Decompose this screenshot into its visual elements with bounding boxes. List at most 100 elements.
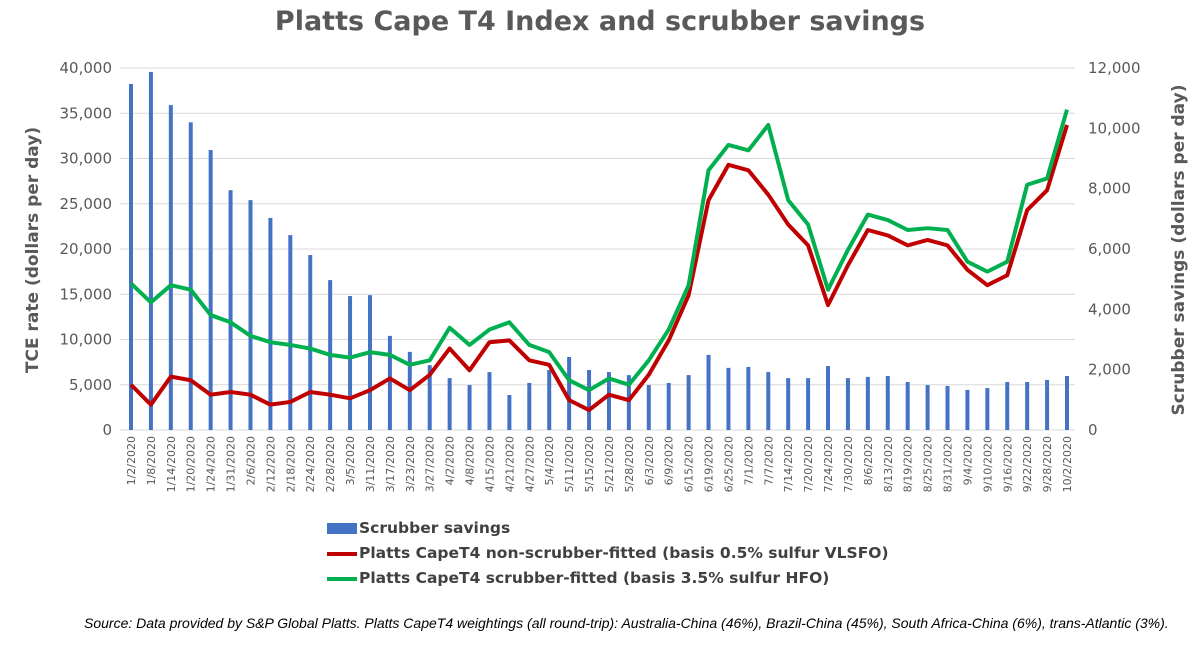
bar (646, 385, 651, 430)
x-tick-label: 8/13/2020 (882, 436, 895, 492)
legend: Scrubber savings Platts CapeT4 non-scrub… (327, 516, 889, 591)
x-tick-label: 5/11/2020 (563, 436, 576, 492)
legend-item-non-scrubber: Platts CapeT4 non-scrubber-fitted (basis… (327, 541, 889, 566)
bar (288, 235, 293, 430)
y-tick-label: 35,000 (60, 104, 113, 122)
bar (686, 375, 691, 430)
bar (188, 122, 193, 431)
y2-tick-label: 4,000 (1088, 300, 1131, 318)
y2-tick-label: 12,000 (1088, 59, 1141, 77)
bar (606, 372, 611, 430)
x-tick-label: 5/4/2020 (543, 436, 556, 485)
x-tick-label: 7/1/2020 (742, 436, 755, 485)
x-tick-label: 1/2/2020 (125, 436, 138, 485)
x-tick-label: 3/27/2020 (424, 436, 437, 492)
x-tick-label: 8/25/2020 (922, 436, 935, 492)
x-tick-label: 10/2/2020 (1061, 436, 1074, 492)
y-axis-label: TCE rate (dollars per day) (23, 127, 43, 373)
y-tick-label: 40,000 (60, 59, 113, 77)
bar (845, 378, 850, 430)
bar (527, 382, 532, 430)
x-tick-label: 3/17/2020 (384, 436, 397, 492)
x-tick-label: 8/31/2020 (942, 436, 955, 492)
legend-label: Platts CapeT4 non-scrubber-fitted (basis… (359, 544, 889, 562)
series-line (129, 124, 1069, 413)
bar (168, 105, 173, 430)
bar (567, 356, 572, 430)
x-tick-label: 6/9/2020 (663, 436, 676, 485)
x-tick-label: 1/24/2020 (205, 436, 218, 492)
x-tick-label: 8/19/2020 (902, 436, 915, 492)
x-tick-label: 5/21/2020 (603, 436, 616, 492)
x-tick-label: 2/18/2020 (284, 436, 297, 492)
x-tick-label: 7/20/2020 (802, 436, 815, 492)
x-tick-label: 1/31/2020 (225, 436, 238, 492)
bar (507, 395, 512, 430)
x-tick-label: 2/24/2020 (304, 436, 317, 492)
y-tick-label: 15,000 (60, 285, 113, 303)
source-note: Source: Data provided by S&P Global Plat… (84, 615, 1169, 631)
bar (985, 388, 990, 430)
x-tick-label: 1/14/2020 (165, 436, 178, 492)
x-tick-label: 4/21/2020 (503, 436, 516, 492)
bar (925, 385, 930, 430)
bar (587, 369, 592, 430)
x-tick-label: 6/25/2020 (722, 436, 735, 492)
x-tick-label: 1/8/2020 (145, 436, 158, 485)
y-tick-label: 30,000 (60, 150, 113, 168)
y-tick-label: 25,000 (60, 195, 113, 213)
x-tick-label: 5/15/2020 (583, 436, 596, 492)
y2-axis-label: Scrubber savings (dollars per day) (1169, 85, 1189, 416)
bar (248, 200, 253, 430)
bar (129, 83, 133, 430)
bar (965, 389, 970, 430)
chart-title: Platts Cape T4 Index and scrubber saving… (274, 6, 926, 37)
x-tick-label: 4/27/2020 (523, 436, 536, 492)
x-tick-label: 8/6/2020 (862, 436, 875, 485)
bar (905, 382, 910, 430)
x-tick-label: 6/19/2020 (703, 436, 716, 492)
x-tick-label: 2/28/2020 (324, 436, 337, 492)
series-line (129, 109, 1069, 393)
y-tick-label: 20,000 (60, 240, 113, 258)
bar (367, 295, 372, 430)
x-tick-label: 6/15/2020 (683, 436, 696, 492)
bar (885, 376, 890, 430)
y2-tick-label: 8,000 (1088, 180, 1131, 198)
bar (387, 335, 392, 430)
bar (666, 382, 671, 430)
bar (1065, 376, 1069, 430)
legend-swatch (327, 523, 357, 534)
bar (427, 365, 432, 430)
legend-swatch (327, 551, 357, 556)
bar (268, 217, 273, 430)
x-tick-label: 9/22/2020 (1021, 436, 1034, 492)
bar (308, 255, 313, 430)
y-tick-label: 5,000 (69, 376, 112, 394)
legend-item-scrubber-savings: Scrubber savings (327, 516, 889, 541)
bar (447, 378, 452, 430)
legend-swatch (327, 576, 357, 581)
x-tick-label: 3/5/2020 (344, 436, 357, 485)
legend-label: Scrubber savings (359, 519, 511, 537)
bar (487, 372, 492, 430)
x-tick-label: 9/16/2020 (1001, 436, 1014, 492)
x-tick-label: 6/3/2020 (643, 436, 656, 485)
bar (865, 376, 870, 430)
y2-tick-label: 10,000 (1088, 119, 1141, 137)
y-tick-label: 0 (102, 421, 112, 439)
bar (208, 150, 213, 430)
y2-tick-label: 0 (1088, 421, 1098, 439)
bar (1045, 379, 1050, 430)
bar (945, 385, 950, 430)
bar (806, 378, 811, 430)
x-tick-label: 9/4/2020 (961, 436, 974, 485)
x-tick-label: 7/7/2020 (762, 436, 775, 485)
x-tick-label: 7/14/2020 (782, 436, 795, 492)
bar (766, 372, 771, 430)
bar (228, 190, 233, 430)
legend-item-scrubber-fitted: Platts CapeT4 scrubber-fitted (basis 3.5… (327, 566, 889, 591)
bar (348, 296, 353, 430)
x-tick-label: 9/10/2020 (981, 436, 994, 492)
